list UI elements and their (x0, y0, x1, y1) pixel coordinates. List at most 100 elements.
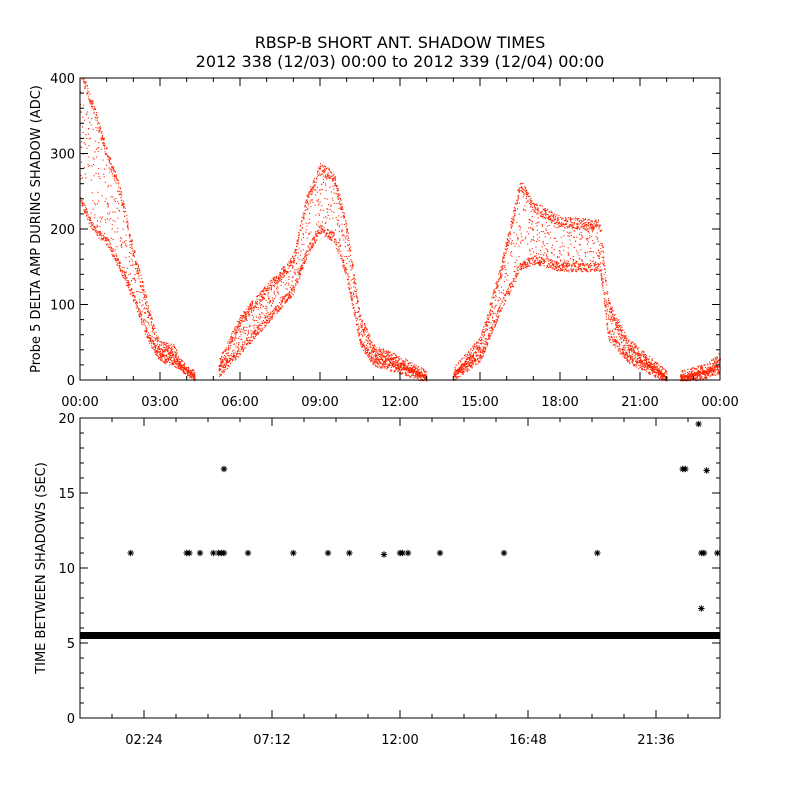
top-data-point (259, 316, 261, 318)
top-data-point (261, 322, 263, 324)
top-data-point (494, 326, 496, 328)
top-data-point (99, 234, 101, 236)
top-data-point (420, 368, 422, 370)
top-data-point (263, 291, 265, 293)
top-data-point (145, 327, 148, 329)
top-data-point (238, 321, 240, 323)
top-data-point (271, 279, 273, 281)
top-data-point (260, 294, 262, 296)
top-data-point (497, 310, 499, 312)
top-data-point (453, 372, 455, 374)
top-data-point (83, 210, 86, 212)
top-data-point (476, 345, 478, 347)
top-data-point (261, 297, 263, 299)
top-data-point (340, 208, 343, 210)
top-data-point (517, 208, 519, 210)
top-data-point (461, 370, 463, 372)
top-data-point (151, 342, 153, 344)
top-data-point (520, 182, 522, 185)
top-data-point (88, 222, 90, 224)
top-data-point (315, 231, 317, 233)
top-data-point (382, 359, 384, 361)
top-data-point (141, 299, 143, 301)
top-data-point (356, 295, 358, 298)
top-data-point (226, 360, 228, 362)
top-data-point (417, 373, 420, 375)
top-data-point (515, 275, 517, 277)
top-data-point (477, 361, 480, 363)
top-data-point (500, 275, 502, 277)
top-data-point (479, 340, 482, 342)
top-data-point (484, 350, 486, 352)
top-data-point (228, 346, 230, 348)
top-data-point (165, 354, 168, 356)
top-data-point (488, 321, 491, 323)
top-data-point (408, 371, 410, 373)
top-data-point (321, 205, 323, 207)
top-data-point (509, 284, 511, 286)
top-data-point (520, 266, 522, 268)
top-data-point (144, 299, 146, 301)
top-data-point (243, 332, 245, 334)
top-data-point (378, 347, 380, 349)
top-data-point (282, 277, 284, 279)
top-data-point (267, 289, 269, 292)
top-data-point (152, 329, 154, 332)
top-data-point (498, 299, 500, 301)
top-data-point (263, 293, 265, 295)
top-data-point (123, 200, 125, 202)
top-data-point (137, 265, 140, 267)
top-data-point (496, 315, 498, 318)
top-data-point (172, 354, 174, 356)
top-data-point (463, 355, 466, 357)
top-data-point (515, 203, 517, 205)
top-data-point (175, 360, 177, 363)
top-data-point (280, 302, 282, 304)
top-data-point (304, 205, 306, 207)
top-data-point (126, 245, 128, 247)
top-data-point (331, 175, 333, 177)
top-data-point (261, 330, 263, 332)
top-data-point (272, 281, 274, 283)
top-data-point (121, 272, 123, 274)
top-data-point (295, 284, 297, 286)
top-data-point (234, 359, 236, 361)
top-data-point (516, 275, 518, 277)
top-data-point (290, 263, 292, 265)
top-data-point (318, 213, 320, 215)
top-data-point (109, 161, 111, 163)
top-data-point (132, 260, 134, 262)
top-data-point (374, 345, 376, 347)
top-data-point (366, 351, 369, 353)
top-data-point (480, 349, 482, 351)
top-data-point (511, 220, 513, 222)
top-data-point (136, 270, 139, 272)
top-data-point (404, 364, 406, 367)
top-data-point (147, 305, 149, 307)
top-data-point (248, 308, 250, 310)
top-data-point (248, 341, 250, 343)
top-data-point (231, 333, 233, 335)
top-data-point (522, 189, 525, 191)
top-data-point (230, 340, 232, 342)
top-data-point (325, 190, 327, 192)
top-data-point (323, 169, 325, 171)
top-data-point (306, 195, 308, 197)
top-data-point (455, 374, 457, 376)
top-data-point (96, 114, 98, 117)
top-data-point (394, 357, 396, 359)
top-data-point (496, 287, 498, 289)
top-data-point (138, 314, 140, 316)
top-data-point (126, 225, 128, 227)
top-data-point (353, 278, 355, 280)
top-data-point (322, 165, 324, 167)
top-data-point (510, 220, 513, 222)
top-data-point (240, 323, 242, 325)
top-data-point (407, 367, 409, 369)
top-data-point (363, 333, 365, 335)
top-data-point (510, 221, 512, 223)
top-data-point (475, 354, 477, 356)
top-data-point (457, 369, 459, 371)
top-data-point (504, 248, 506, 250)
top-data-point (106, 238, 108, 240)
